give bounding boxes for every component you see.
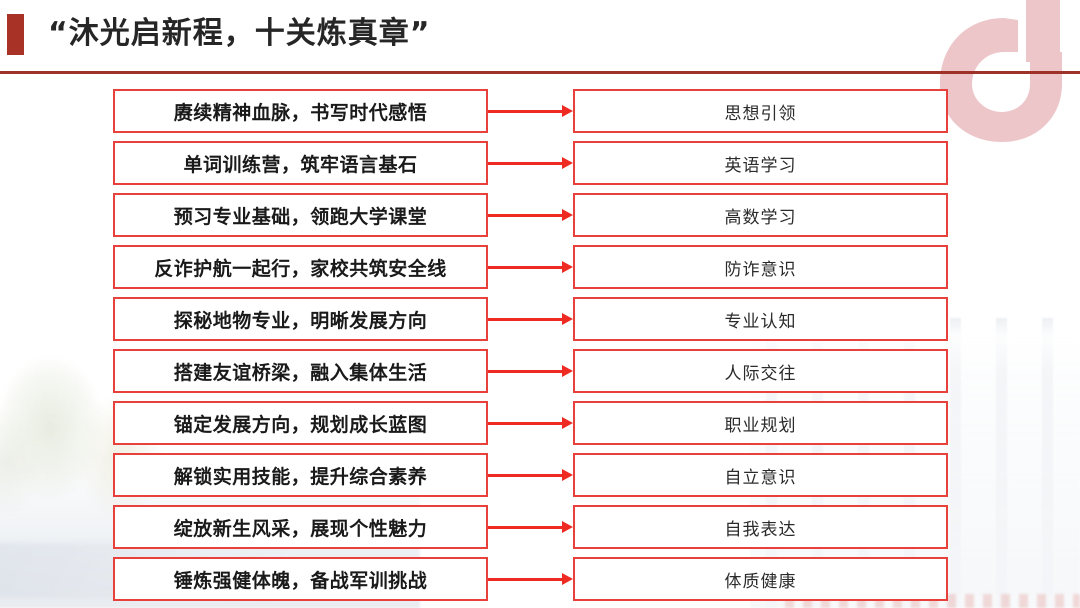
arrow-right-icon [488, 417, 573, 429]
arrow-right-icon [488, 469, 573, 481]
arrow-head [562, 209, 573, 221]
flow-row: 赓续精神血脉，书写时代感悟 思想引领 [0, 89, 1080, 133]
flow-row: 单词训练营，筑牢语言基石 英语学习 [0, 141, 1080, 185]
arrow-shaft [488, 422, 564, 425]
theme-box[interactable]: 思想引领 [573, 89, 948, 133]
page-title: “沐光启新程，十关炼真章” [48, 16, 431, 51]
arrow-head [562, 469, 573, 481]
arrow-shaft [488, 110, 564, 113]
activity-box[interactable]: 反诈护航一起行，家校共筑安全线 [113, 245, 488, 289]
theme-box[interactable]: 职业规划 [573, 401, 948, 445]
activity-box[interactable]: 赓续精神血脉，书写时代感悟 [113, 89, 488, 133]
arrow-shaft [488, 162, 564, 165]
flow-row: 绽放新生风采，展现个性魅力 自我表达 [0, 505, 1080, 549]
theme-label: 职业规划 [724, 415, 797, 436]
arrow-right-icon [488, 313, 573, 325]
flow-row: 反诈护航一起行，家校共筑安全线 防诈意识 [0, 245, 1080, 289]
activity-box[interactable]: 探秘地物专业，明晰发展方向 [113, 297, 488, 341]
activity-box[interactable]: 锚定发展方向，规划成长蓝图 [113, 401, 488, 445]
arrow-shaft [488, 318, 564, 321]
activity-label: 单词训练营，筑牢语言基石 [183, 153, 418, 176]
arrow-head [562, 365, 573, 377]
activity-label: 搭建友谊桥梁，融入集体生活 [173, 361, 428, 384]
theme-label: 人际交往 [724, 363, 797, 384]
activity-label: 预习专业基础，领跑大学课堂 [173, 205, 428, 228]
activity-label: 赓续精神血脉，书写时代感悟 [173, 101, 428, 124]
arrow-head [562, 521, 573, 533]
activity-box[interactable]: 锤炼强健体魄，备战军训挑战 [113, 557, 488, 601]
theme-label: 体质健康 [724, 571, 797, 592]
theme-box[interactable]: 防诈意识 [573, 245, 948, 289]
theme-label: 英语学习 [724, 155, 797, 176]
theme-box[interactable]: 人际交往 [573, 349, 948, 393]
arrow-right-icon [488, 209, 573, 221]
arrow-right-icon [488, 365, 573, 377]
arrow-right-icon [488, 521, 573, 533]
arrow-shaft [488, 214, 564, 217]
theme-box[interactable]: 高数学习 [573, 193, 948, 237]
activity-box[interactable]: 解锁实用技能，提升综合素养 [113, 453, 488, 497]
theme-box[interactable]: 英语学习 [573, 141, 948, 185]
title-accent-bar [7, 14, 24, 55]
activity-label: 锤炼强健体魄，备战军训挑战 [173, 569, 428, 592]
arrow-shaft [488, 370, 564, 373]
arrow-right-icon [488, 157, 573, 169]
theme-label: 高数学习 [724, 207, 797, 228]
activity-label: 绽放新生风采，展现个性魅力 [173, 517, 428, 540]
arrow-right-icon [488, 105, 573, 117]
theme-label: 自立意识 [724, 467, 797, 488]
activity-box[interactable]: 搭建友谊桥梁，融入集体生活 [113, 349, 488, 393]
arrow-head [562, 157, 573, 169]
theme-label: 思想引领 [724, 103, 797, 124]
arrow-head [562, 313, 573, 325]
activity-label: 反诈护航一起行，家校共筑安全线 [154, 257, 447, 280]
arrow-shaft [488, 474, 564, 477]
activity-box[interactable]: 单词训练营，筑牢语言基石 [113, 141, 488, 185]
theme-box[interactable]: 自我表达 [573, 505, 948, 549]
activity-box[interactable]: 绽放新生风采，展现个性魅力 [113, 505, 488, 549]
theme-label: 专业认知 [724, 311, 797, 332]
activity-label: 解锁实用技能，提升综合素养 [173, 465, 428, 488]
arrow-shaft [488, 526, 564, 529]
arrow-head [562, 417, 573, 429]
flow-row: 锚定发展方向，规划成长蓝图 职业规划 [0, 401, 1080, 445]
flow-row: 搭建友谊桥梁，融入集体生活 人际交往 [0, 349, 1080, 393]
title-divider [0, 71, 1080, 74]
flow-row: 预习专业基础，领跑大学课堂 高数学习 [0, 193, 1080, 237]
activity-label: 探秘地物专业，明晰发展方向 [173, 309, 428, 332]
arrow-head [562, 261, 573, 273]
arrow-head [562, 105, 573, 117]
arrow-shaft [488, 266, 564, 269]
arrow-right-icon [488, 261, 573, 273]
flow-row: 锤炼强健体魄，备战军训挑战 体质健康 [0, 557, 1080, 601]
theme-label: 自我表达 [724, 519, 797, 540]
theme-box[interactable]: 自立意识 [573, 453, 948, 497]
arrow-shaft [488, 578, 564, 581]
flow-rows: 赓续精神血脉，书写时代感悟 思想引领 单词训练营，筑牢语言基石 英语学习 [0, 89, 1080, 608]
theme-box[interactable]: 体质健康 [573, 557, 948, 601]
slide-header: “沐光启新程，十关炼真章” [0, 0, 1080, 74]
flow-row: 解锁实用技能，提升综合素养 自立意识 [0, 453, 1080, 497]
flow-row: 探秘地物专业，明晰发展方向 专业认知 [0, 297, 1080, 341]
activity-label: 锚定发展方向，规划成长蓝图 [173, 413, 428, 436]
arrow-right-icon [488, 573, 573, 585]
arrow-head [562, 573, 573, 585]
theme-label: 防诈意识 [724, 259, 797, 280]
activity-box[interactable]: 预习专业基础，领跑大学课堂 [113, 193, 488, 237]
theme-box[interactable]: 专业认知 [573, 297, 948, 341]
